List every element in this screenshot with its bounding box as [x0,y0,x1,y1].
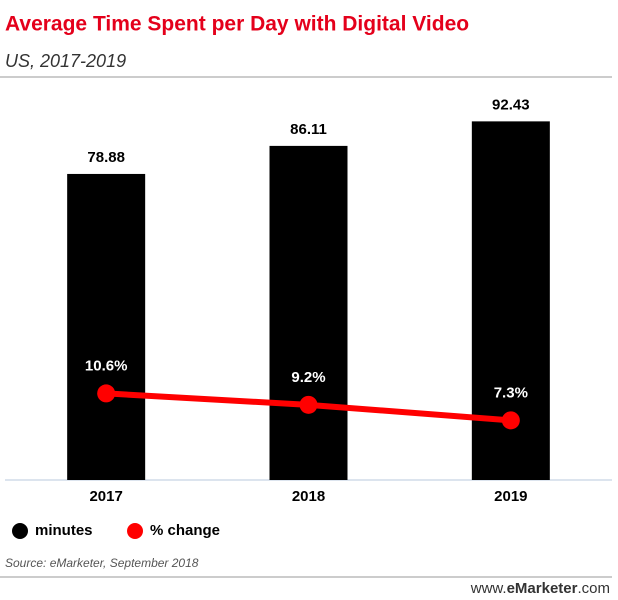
branding-part: .com [577,580,610,597]
data-label: 10.6% [85,357,128,374]
branding-part: eMarketer [507,580,578,597]
x-tick-label: 2018 [292,488,325,505]
legend-label: % change [150,522,220,539]
bar [67,173,146,480]
point [501,411,520,430]
chart-title: Average Time Spent per Day with Digital … [5,13,469,36]
chart-subtitle: US, 2017-2019 [5,51,126,71]
data-label: 86.11 [290,121,327,138]
data-label: 92.43 [492,96,530,113]
branding: www.eMarketer.com [470,580,610,597]
source: Source: eMarketer, September 2018 [5,556,199,570]
legend-marker [127,523,143,539]
legend-marker [12,523,28,539]
legend-label: minutes [35,522,93,539]
bar [269,145,348,481]
data-label: 7.3% [494,384,528,401]
point [299,395,318,414]
x-tick-label: 2019 [494,488,527,505]
point [97,384,116,403]
branding-part: www. [470,580,507,597]
data-label: 9.2% [291,369,325,386]
data-label: 78.88 [87,149,125,166]
x-tick-label: 2017 [89,488,122,505]
